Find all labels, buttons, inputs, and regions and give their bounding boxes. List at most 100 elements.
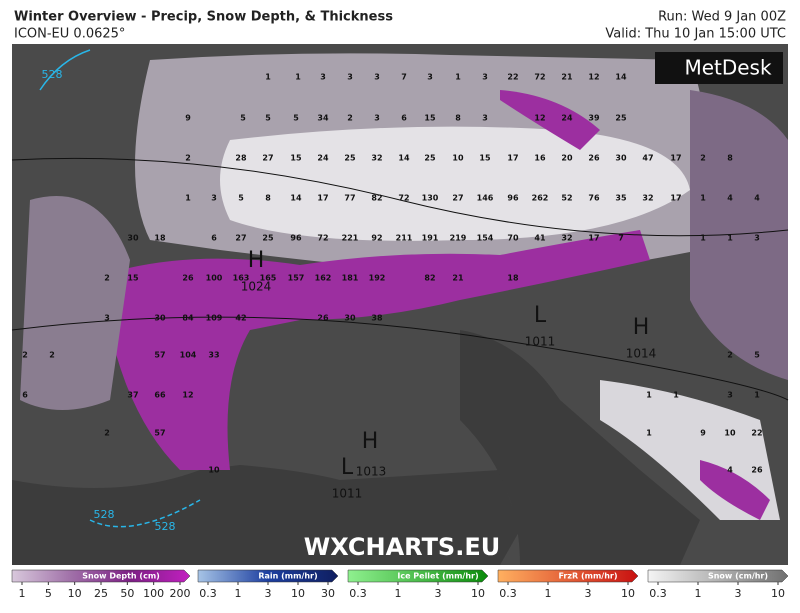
snow-depth-label: 33 bbox=[208, 351, 219, 360]
snow-depth-label: 6 bbox=[401, 114, 407, 123]
legend-bar bbox=[11, 569, 191, 583]
pressure-symbol: L bbox=[341, 455, 354, 480]
snow-depth-label: 20 bbox=[561, 154, 573, 163]
precip-area bbox=[20, 196, 130, 410]
snow-depth-label: 14 bbox=[615, 73, 627, 82]
snow-area bbox=[220, 126, 690, 241]
snow-depth-label: 28 bbox=[235, 154, 247, 163]
snow-depth-label: 3 bbox=[427, 73, 433, 82]
legend-tick-label: 3 bbox=[585, 587, 592, 600]
snow-depth-label: 72 bbox=[317, 234, 328, 243]
legend-tick-label: 0.3 bbox=[649, 587, 667, 600]
snow-depth-label: 12 bbox=[588, 73, 599, 82]
snow-depth-label: 17 bbox=[670, 154, 681, 163]
snow-depth-label: 96 bbox=[290, 234, 302, 243]
snow-depth-label: 5 bbox=[754, 351, 760, 360]
thickness-label: 528 bbox=[42, 68, 63, 81]
snow-depth-label: 5 bbox=[240, 114, 246, 123]
snow-depth-label: 15 bbox=[127, 274, 139, 283]
legend-tick-label: 1 bbox=[395, 587, 402, 600]
legend-tick-label: 0.3 bbox=[499, 587, 517, 600]
legend-title: Ice Pellet (mm/hr) bbox=[397, 572, 478, 581]
snow-depth-label: 8 bbox=[727, 154, 733, 163]
snow-depth-label: 70 bbox=[507, 234, 519, 243]
snow-depth-label: 181 bbox=[342, 274, 359, 283]
snow-depth-label: 1 bbox=[700, 234, 706, 243]
snow-depth-label: 52 bbox=[561, 194, 572, 203]
snow-depth-label: 1 bbox=[646, 429, 652, 438]
snow-depth-label: 12 bbox=[534, 114, 545, 123]
snow-depth-label: 57 bbox=[154, 429, 165, 438]
snow-depth-label: 27 bbox=[452, 194, 463, 203]
snow-depth-label: 72 bbox=[398, 194, 409, 203]
snow-depth-label: 18 bbox=[154, 234, 166, 243]
snow-depth-label: 76 bbox=[588, 194, 600, 203]
snow-depth-label: 25 bbox=[615, 114, 627, 123]
map-area: MetDesk WXCHARTS.EU bbox=[11, 44, 789, 565]
snow-depth-label: 1 bbox=[700, 194, 706, 203]
snow-depth-label: 25 bbox=[262, 234, 274, 243]
snow-depth-label: 8 bbox=[265, 194, 271, 203]
legend-tick-label: 30 bbox=[321, 587, 335, 600]
snow-depth-area bbox=[700, 460, 770, 520]
snow-depth-label: 30 bbox=[127, 234, 139, 243]
title: Winter Overview - Precip, Snow Depth, & … bbox=[14, 10, 393, 25]
snow-depth-label: 10 bbox=[724, 429, 736, 438]
snow-depth-label: 1 bbox=[754, 391, 760, 400]
pressure-value: 1011 bbox=[525, 335, 556, 349]
snow-depth-label: 7 bbox=[618, 234, 624, 243]
snow-depth-label: 17 bbox=[670, 194, 681, 203]
snow-depth-label: 82 bbox=[371, 194, 382, 203]
snow-depth-label: 109 bbox=[206, 314, 223, 323]
snow-depth-label: 3 bbox=[347, 73, 353, 82]
snow-depth-label: 163 bbox=[233, 274, 250, 283]
snow-depth-label: 26 bbox=[317, 314, 329, 323]
snow-depth-label: 15 bbox=[479, 154, 491, 163]
snow-depth-label: 82 bbox=[424, 274, 435, 283]
sea bbox=[12, 465, 520, 565]
pressure-value: 1013 bbox=[356, 465, 387, 479]
snow-depth-label: 24 bbox=[317, 154, 329, 163]
precip-area bbox=[690, 90, 788, 380]
snow-depth-label: 35 bbox=[615, 194, 627, 203]
snow-depth-label: 2 bbox=[700, 154, 706, 163]
legend-tick-label: 3 bbox=[735, 587, 742, 600]
snow-depth-label: 9 bbox=[185, 114, 191, 123]
snow-depth-label: 2 bbox=[347, 114, 353, 123]
legend-tick-label: 50 bbox=[120, 587, 134, 600]
snow-depth-label: 146 bbox=[477, 194, 494, 203]
snow-depth-label: 3 bbox=[320, 73, 326, 82]
snow-depth-label: 1 bbox=[727, 234, 733, 243]
legend-tick-label: 10 bbox=[471, 587, 485, 600]
snow-depth-label: 12 bbox=[182, 391, 193, 400]
snow-depth-label: 14 bbox=[398, 154, 410, 163]
snow-depth-label: 41 bbox=[534, 234, 546, 243]
snow-depth-label: 3 bbox=[374, 73, 380, 82]
snow-depth-label: 192 bbox=[369, 274, 386, 283]
snow-depth-label: 3 bbox=[727, 391, 733, 400]
isobar bbox=[11, 316, 789, 401]
snow-depth-label: 25 bbox=[424, 154, 436, 163]
thickness-contour bbox=[39, 49, 91, 91]
snow-depth-label: 39 bbox=[588, 114, 600, 123]
snow-depth-label: 34 bbox=[317, 114, 329, 123]
snow-depth-label: 165 bbox=[260, 274, 277, 283]
snow-depth-label: 211 bbox=[396, 234, 413, 243]
snow-depth-label: 2 bbox=[104, 429, 110, 438]
snow-depth-label: 26 bbox=[751, 466, 763, 475]
snow-depth-label: 2 bbox=[22, 351, 28, 360]
legend-bar bbox=[347, 569, 489, 583]
snow-depth-label: 96 bbox=[507, 194, 519, 203]
snow-depth-label: 130 bbox=[422, 194, 439, 203]
snow-depth-label: 30 bbox=[344, 314, 356, 323]
legend-tick-label: 5 bbox=[45, 587, 52, 600]
legend-bar bbox=[197, 569, 339, 583]
snow-depth-label: 25 bbox=[344, 154, 356, 163]
legend-tick-label: 10 bbox=[621, 587, 635, 600]
snow-depth-label: 32 bbox=[371, 154, 382, 163]
snow-depth-label: 154 bbox=[477, 234, 494, 243]
snow-depth-label: 15 bbox=[290, 154, 302, 163]
snow-depth-label: 10 bbox=[208, 466, 220, 475]
isobar bbox=[11, 157, 789, 237]
snow-depth-label: 22 bbox=[751, 429, 762, 438]
